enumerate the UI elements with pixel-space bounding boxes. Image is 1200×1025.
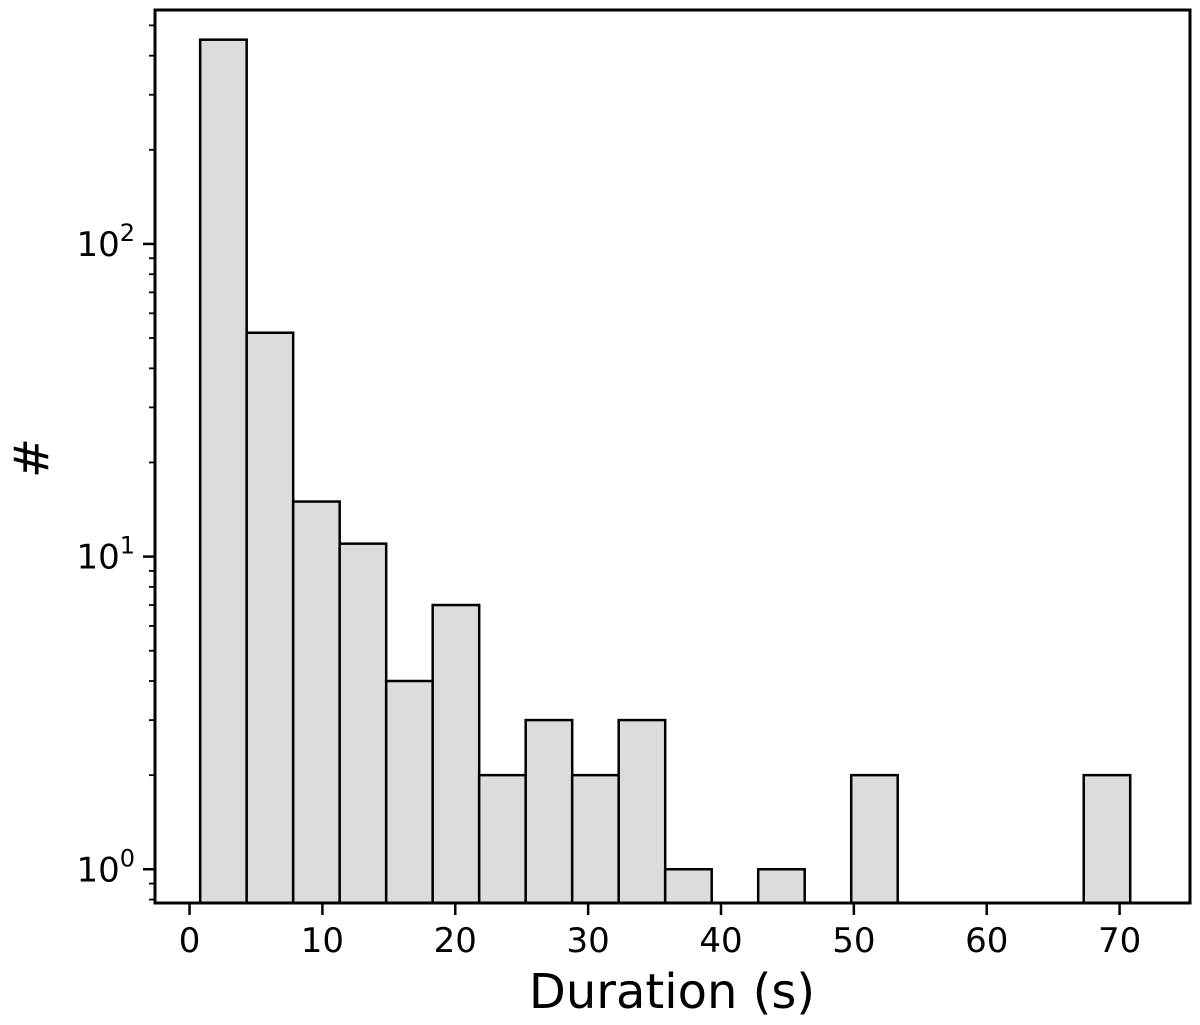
bar-0 [198,38,248,905]
y-axis-label: # [4,438,60,478]
bar-6 [477,773,527,905]
bar-8 [570,773,620,905]
bar-13 [1082,773,1132,905]
y-tick-label-2: 102 [76,219,135,265]
bar-7 [524,718,574,905]
bar-10 [663,868,713,905]
x-tick-label-0: 0 [179,921,201,961]
y-tick-label-1: 101 [76,532,135,578]
x-tick-label-3: 30 [566,921,609,961]
x-tick-label-1: 10 [301,921,344,961]
y-tick-label-0: 100 [76,844,135,890]
x-tick-label-6: 60 [965,921,1008,961]
bars-group [198,38,1132,905]
bar-9 [617,718,667,905]
bar-1 [245,331,295,905]
y-major-ticks: 100 101 102 [76,219,155,890]
bar-12 [849,773,899,905]
plot-frame [153,8,1192,905]
x-ticks: 0 10 20 30 40 50 60 70 [179,903,1141,961]
x-axis-label: Duration (s) [529,964,815,1020]
bar-11 [756,868,806,905]
bar-2 [291,500,341,905]
x-tick-label-5: 50 [832,921,875,961]
x-tick-label-4: 40 [699,921,742,961]
bar-3 [338,542,388,905]
bar-4 [384,679,434,905]
bar-5 [431,603,481,905]
x-tick-label-2: 20 [434,921,477,961]
x-tick-label-7: 70 [1098,921,1141,961]
